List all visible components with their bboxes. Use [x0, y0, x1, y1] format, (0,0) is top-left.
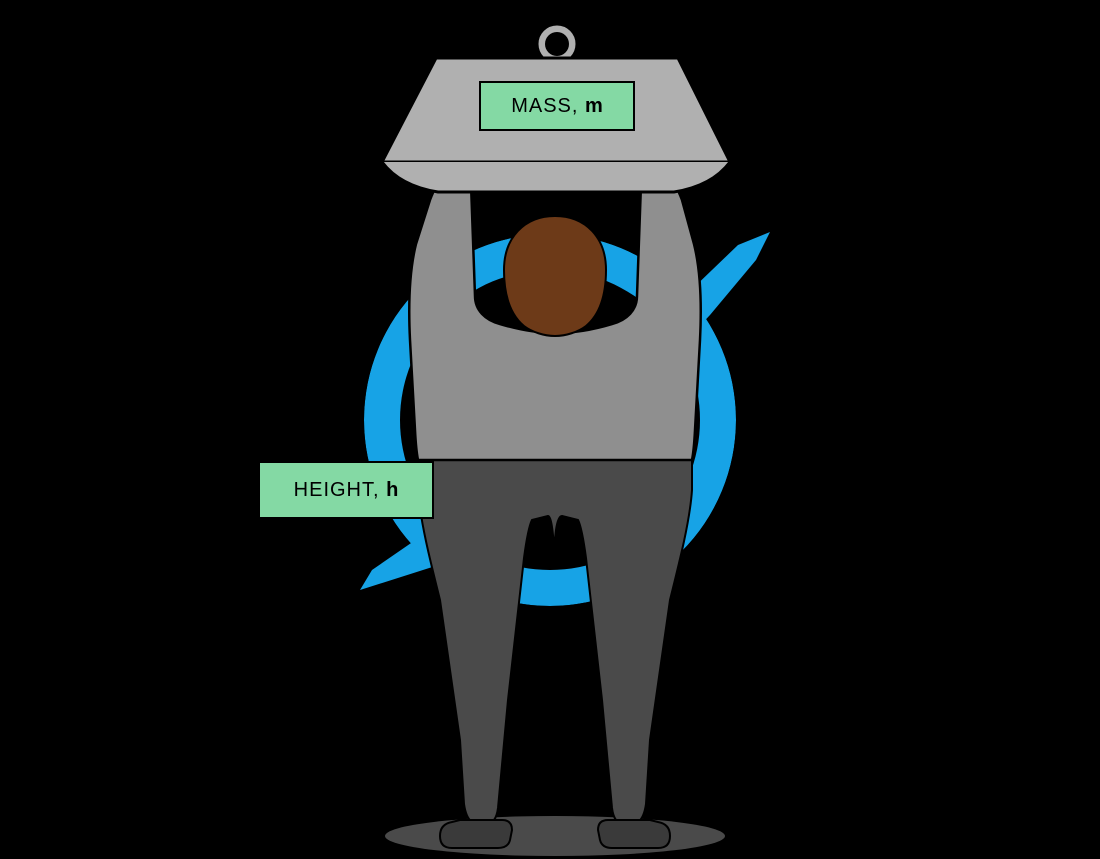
mass-label: MASS, m	[480, 82, 634, 130]
person-head	[504, 216, 606, 336]
person-pants	[418, 458, 692, 824]
formula-text: ΔEp = m × g × h	[733, 0, 857, 12]
floor-shadow	[385, 816, 725, 856]
height-label-text: HEIGHT, h	[294, 479, 399, 501]
person-shoe-right	[598, 820, 670, 848]
mass-label-text: MASS, m	[511, 95, 603, 117]
height-label: HEIGHT, h	[259, 462, 433, 518]
person-figure	[409, 152, 701, 848]
formula-label: ΔEp = m × g × h	[733, 0, 857, 12]
person-shoe-left	[440, 820, 512, 848]
